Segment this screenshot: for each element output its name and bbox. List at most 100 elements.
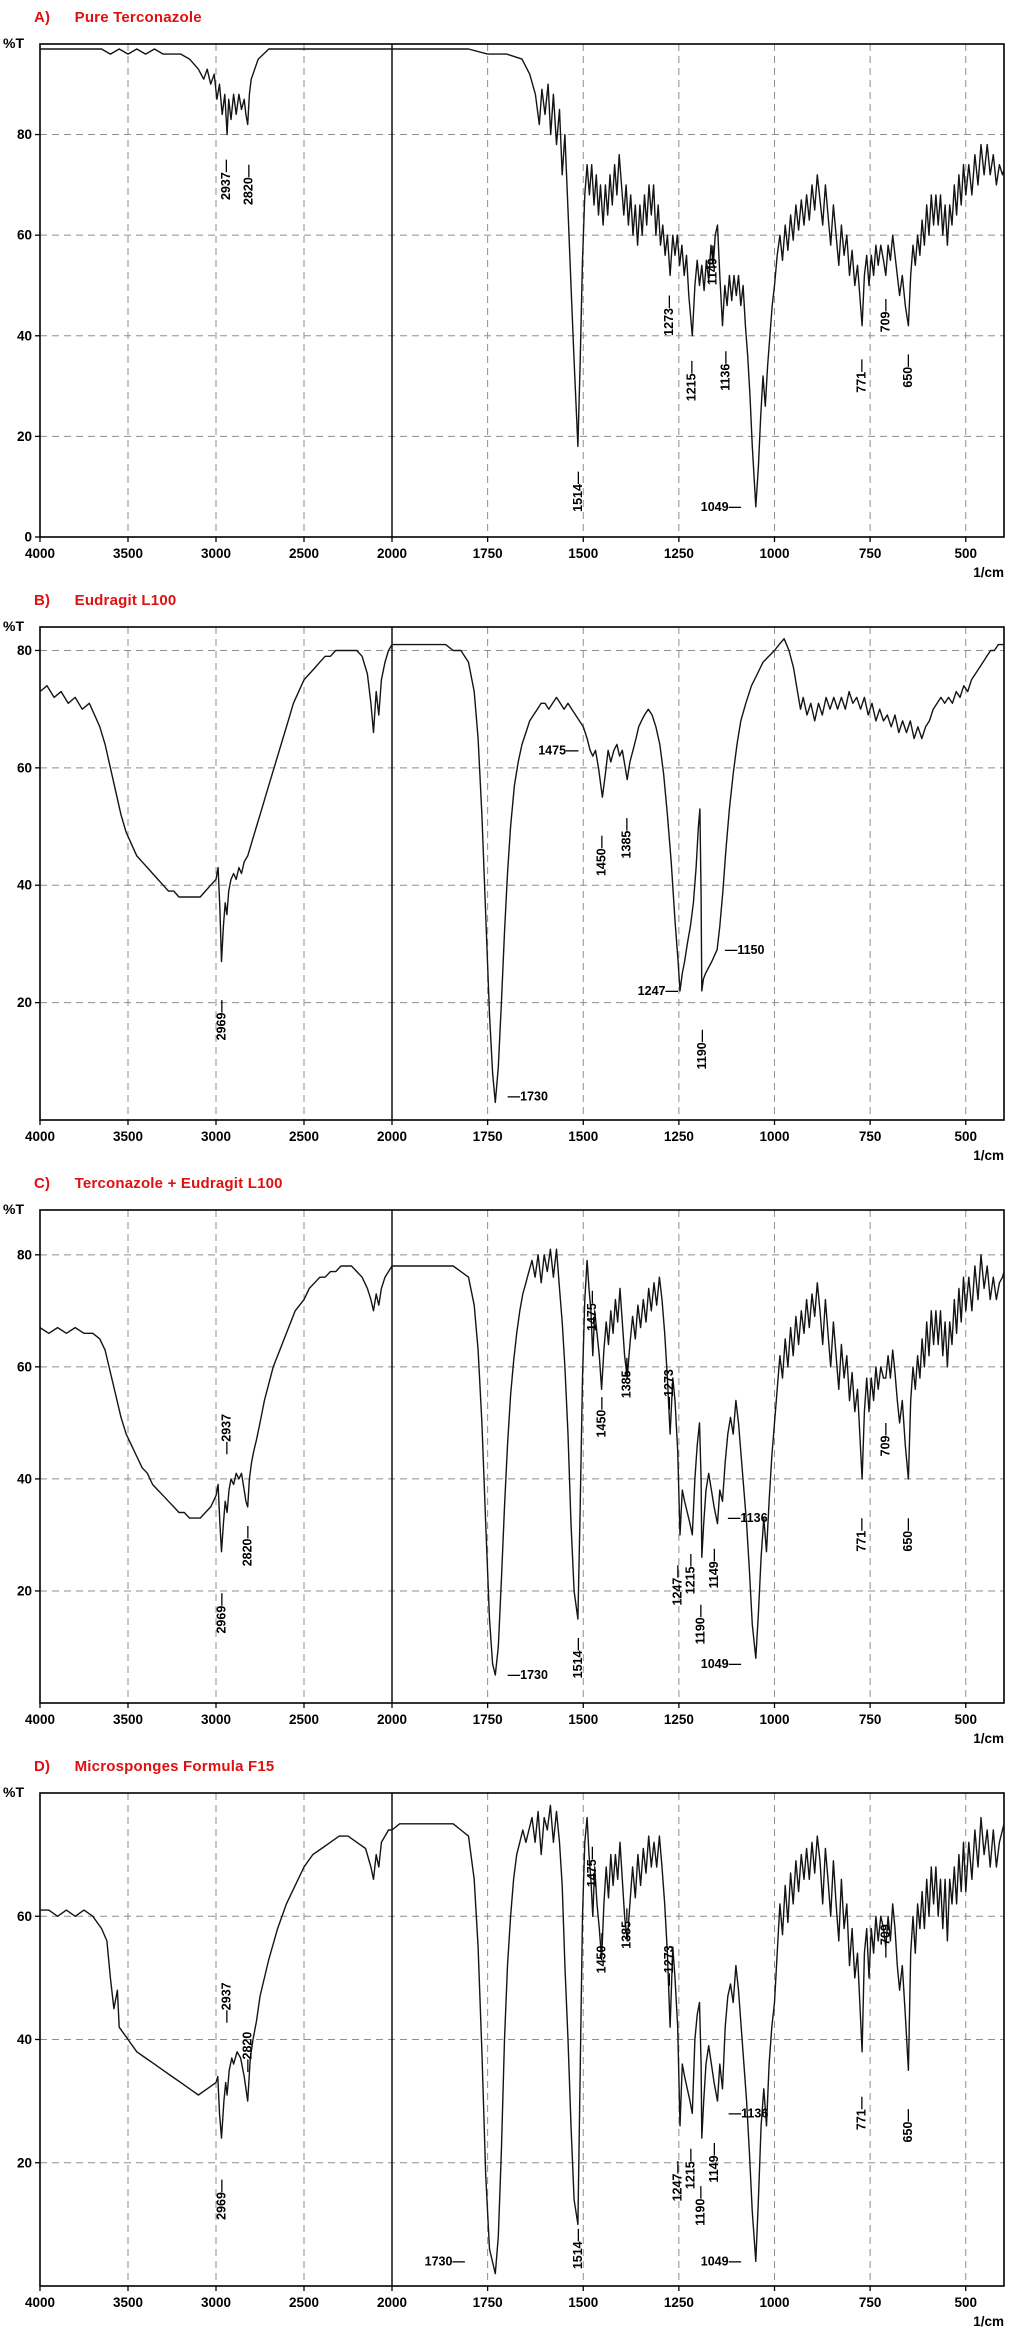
panel-title-d: D) Microsponges Formula F15 xyxy=(0,1749,1012,1779)
svg-text:—2937: —2937 xyxy=(220,1414,234,1454)
svg-text:709—: 709— xyxy=(878,298,892,332)
svg-text:1/cm: 1/cm xyxy=(973,565,1004,580)
svg-text:750: 750 xyxy=(859,546,882,561)
panel-name-c: Terconazole + Eudragit L100 xyxy=(74,1175,283,1192)
svg-text:1250: 1250 xyxy=(664,1129,694,1144)
svg-text:1250: 1250 xyxy=(664,546,694,561)
svg-text:3000: 3000 xyxy=(201,1129,231,1144)
svg-text:1450—: 1450— xyxy=(595,1397,609,1438)
spectrum-chart-a: 4000 3500 3000 2500 2000 1750 1500 1250 1000 750 5… xyxy=(3,35,1005,580)
svg-text:1/cm: 1/cm xyxy=(973,1731,1004,1746)
svg-text:500: 500 xyxy=(954,546,977,561)
svg-text:500: 500 xyxy=(954,1712,977,1727)
panel-label-c: C) xyxy=(34,1175,51,1192)
svg-text:750: 750 xyxy=(859,1712,882,1727)
svg-text:1250: 1250 xyxy=(664,1712,694,1727)
svg-text:2000: 2000 xyxy=(377,546,407,561)
svg-text:750: 750 xyxy=(859,2295,882,2310)
svg-text:4000: 4000 xyxy=(25,1712,55,1727)
svg-text:3500: 3500 xyxy=(113,1712,143,1727)
svg-text:1215—: 1215— xyxy=(683,1553,697,1594)
svg-text:80: 80 xyxy=(17,127,32,142)
svg-text:500: 500 xyxy=(954,1129,977,1144)
svg-text:1000: 1000 xyxy=(759,1712,789,1727)
svg-text:60: 60 xyxy=(17,760,32,775)
svg-text:1750: 1750 xyxy=(473,1712,503,1727)
svg-text:500: 500 xyxy=(954,2295,977,2310)
svg-text:1500: 1500 xyxy=(568,1129,598,1144)
spectrum-chart-b: 4000 3500 3000 2500 2000 1750 1500 1250 1000 750 5… xyxy=(3,618,1005,1163)
svg-text:1000: 1000 xyxy=(759,1129,789,1144)
svg-text:1049—: 1049— xyxy=(701,500,742,514)
svg-text:1149—: 1149— xyxy=(706,245,720,285)
svg-text:2969—: 2969— xyxy=(214,1593,228,1634)
svg-text:3000: 3000 xyxy=(201,1712,231,1727)
svg-text:—1136: —1136 xyxy=(728,1511,768,1525)
svg-text:1475—: 1475— xyxy=(585,1290,599,1331)
svg-text:—1273: —1273 xyxy=(662,1369,676,1409)
svg-text:2000: 2000 xyxy=(377,2295,407,2310)
spectrum-panel-b: B) Eudragit L100 4000 3500 3000 2500 2000 175… xyxy=(0,583,1012,1166)
panel-name-d: Microsponges Formula F15 xyxy=(74,1758,275,1775)
svg-text:%T: %T xyxy=(3,618,24,634)
svg-text:2500: 2500 xyxy=(289,1712,319,1727)
svg-text:80: 80 xyxy=(17,643,32,658)
svg-text:1514—: 1514— xyxy=(571,2228,585,2269)
svg-text:1149—: 1149— xyxy=(707,1548,721,1588)
svg-text:20: 20 xyxy=(17,429,32,444)
svg-text:1247—: 1247— xyxy=(670,1565,684,1606)
svg-text:%T: %T xyxy=(3,1784,24,1800)
svg-text:3000: 3000 xyxy=(201,2295,231,2310)
svg-text:771—: 771— xyxy=(854,359,868,393)
svg-text:—2820: —2820 xyxy=(241,2032,255,2072)
svg-text:3500: 3500 xyxy=(113,546,143,561)
panel-label-d: D) xyxy=(34,1758,51,1775)
svg-text:0: 0 xyxy=(24,530,32,545)
svg-text:1385—: 1385— xyxy=(619,1357,633,1398)
svg-text:4000: 4000 xyxy=(25,546,55,561)
svg-text:20: 20 xyxy=(17,995,32,1010)
spectrum-chart-c: 4000 3500 3000 2500 2000 1750 1500 1250 1000 750 5… xyxy=(3,1201,1005,1746)
svg-text:771—: 771— xyxy=(854,1518,868,1552)
panel-label-a: A) xyxy=(34,9,51,26)
svg-text:—1730: —1730 xyxy=(508,1090,548,1104)
svg-text:2500: 2500 xyxy=(289,2295,319,2310)
svg-text:1730—: 1730— xyxy=(425,2254,466,2268)
svg-text:3500: 3500 xyxy=(113,2295,143,2310)
svg-text:—2937: —2937 xyxy=(220,1982,234,2022)
svg-text:2000: 2000 xyxy=(377,1712,407,1727)
svg-text:—1150: —1150 xyxy=(725,943,765,957)
svg-text:709—: 709— xyxy=(878,1423,892,1457)
svg-text:1215—: 1215— xyxy=(683,2148,697,2189)
svg-text:1049—: 1049— xyxy=(701,2254,742,2268)
svg-text:1247—: 1247— xyxy=(670,2161,684,2202)
svg-text:750: 750 xyxy=(859,1129,882,1144)
svg-text:1750: 1750 xyxy=(473,546,503,561)
svg-text:650—: 650— xyxy=(901,1518,915,1552)
svg-text:1149—: 1149— xyxy=(707,2142,721,2182)
svg-text:3000: 3000 xyxy=(201,546,231,561)
svg-text:—1136: —1136 xyxy=(729,2106,769,2120)
svg-text:2500: 2500 xyxy=(289,1129,319,1144)
svg-text:20: 20 xyxy=(17,2155,32,2170)
svg-text:1750: 1750 xyxy=(473,2295,503,2310)
svg-text:40: 40 xyxy=(17,1471,32,1486)
svg-text:—709: —709 xyxy=(878,1924,892,1957)
svg-text:1514—: 1514— xyxy=(571,471,585,512)
spectrum-chart-d: 4000 3500 3000 2500 2000 1750 1500 1250 1000 750 5… xyxy=(3,1784,1005,2329)
svg-text:—1273: —1273 xyxy=(662,1945,676,1985)
svg-text:1500: 1500 xyxy=(568,546,598,561)
svg-text:1475—: 1475— xyxy=(538,743,579,757)
svg-text:40: 40 xyxy=(17,2032,32,2047)
spectrum-panel-c: C) Terconazole + Eudragit L100 4000 3500 3… xyxy=(0,1166,1012,1749)
svg-text:1190—: 1190— xyxy=(694,2186,708,2226)
svg-text:1000: 1000 xyxy=(759,546,789,561)
svg-text:3500: 3500 xyxy=(113,1129,143,1144)
svg-text:2820—: 2820— xyxy=(241,164,255,205)
svg-text:1190—: 1190— xyxy=(694,1604,708,1644)
svg-text:1450—: 1450— xyxy=(595,835,609,876)
svg-text:1/cm: 1/cm xyxy=(973,1148,1004,1163)
svg-text:1385—: 1385— xyxy=(619,1908,633,1949)
svg-text:1750: 1750 xyxy=(473,1129,503,1144)
svg-text:650—: 650— xyxy=(901,354,915,388)
